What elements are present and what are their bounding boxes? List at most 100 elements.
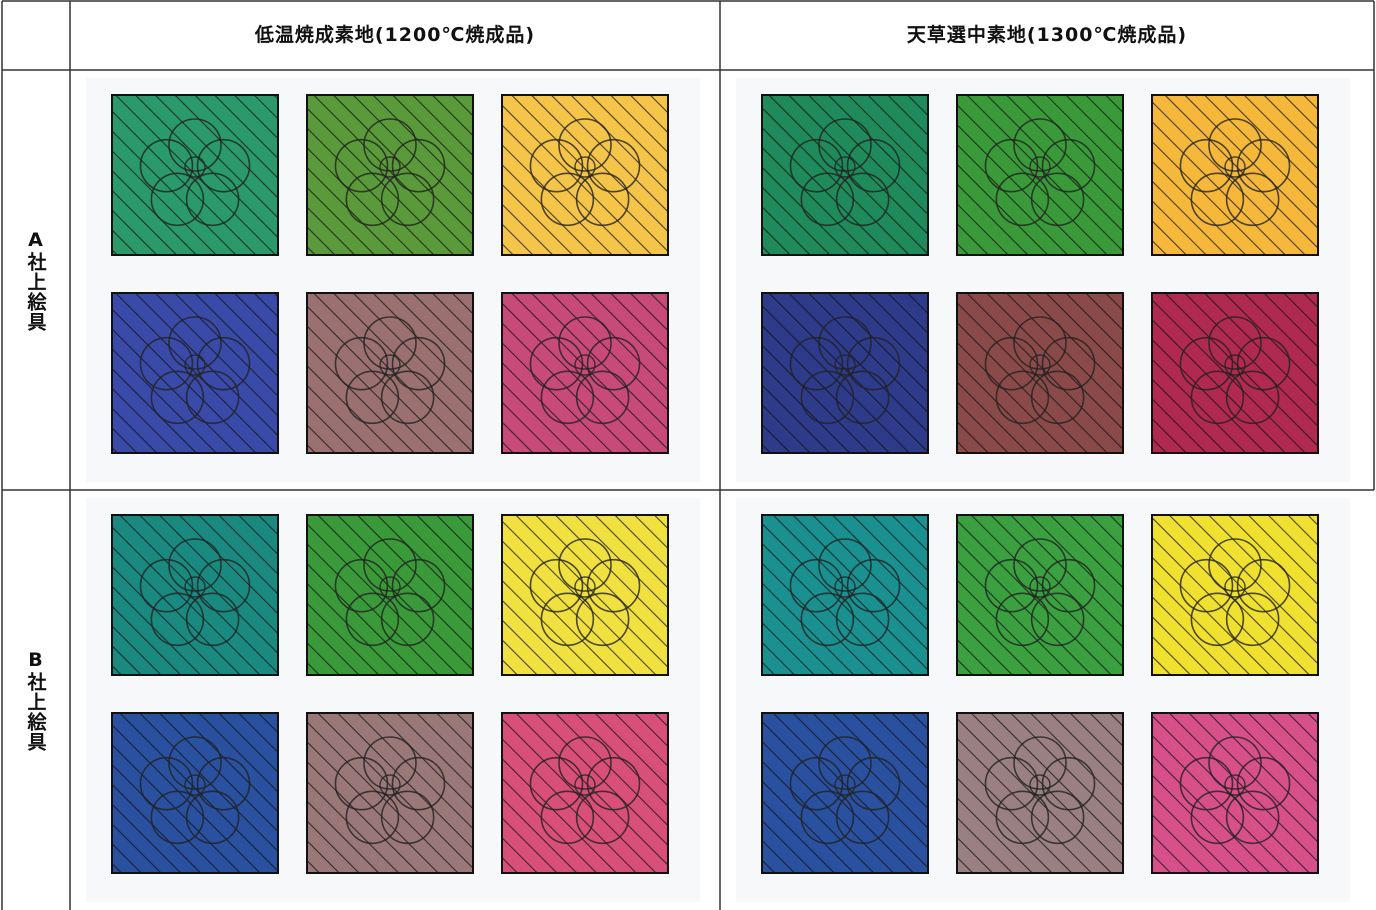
flower-petal: [846, 756, 901, 811]
flower-center: [1224, 774, 1246, 796]
tile-hatch: [1152, 95, 1318, 255]
tile-hatch: [112, 293, 278, 453]
flower-petal: [529, 558, 584, 613]
color-tile: [501, 514, 669, 676]
color-tile: [1151, 712, 1319, 874]
flower-petal: [334, 558, 389, 613]
flower-petal: [835, 370, 890, 425]
tile-hatch: [502, 293, 668, 453]
flower-petal: [150, 172, 205, 227]
flower-petal: [1225, 592, 1280, 647]
flower-petal: [800, 592, 855, 647]
flower-center: [1224, 156, 1246, 178]
flower-petal: [1013, 316, 1067, 370]
flower-petal: [1225, 172, 1280, 227]
color-tile: [761, 514, 929, 676]
flower-center: [1029, 354, 1051, 376]
flower-petal: [196, 558, 251, 613]
tile-border: [956, 514, 1124, 676]
tile-border: [761, 94, 929, 256]
flower-petal: [540, 370, 595, 425]
flower-petal: [1190, 172, 1245, 227]
tile-border: [306, 514, 474, 676]
flower-petal: [168, 316, 222, 370]
flower-petal: [1041, 336, 1096, 391]
flower-petal: [334, 336, 389, 391]
flower-petal: [586, 336, 641, 391]
flower-petal: [1179, 558, 1234, 613]
tile-border: [306, 292, 474, 454]
tile-border: [501, 514, 669, 676]
flower-petal: [1225, 790, 1280, 845]
tile-border: [111, 94, 279, 256]
tile-hatch: [762, 515, 928, 675]
flower-petal: [846, 336, 901, 391]
flower-petal: [1179, 756, 1234, 811]
flower-petal: [540, 172, 595, 227]
flower-petal: [1208, 118, 1262, 172]
tile-hatch: [957, 95, 1123, 255]
tile-border: [306, 94, 474, 256]
flower-center: [834, 156, 856, 178]
color-tile: [111, 94, 279, 256]
flower-petal: [1013, 118, 1067, 172]
tile-border: [1151, 712, 1319, 874]
column-header: 天草選中素地(1300℃焼成品): [906, 24, 1188, 46]
flower-petal: [818, 316, 872, 370]
flower-petal: [345, 592, 400, 647]
flower-petal: [380, 172, 435, 227]
color-tile: [306, 514, 474, 676]
tile-border: [501, 712, 669, 874]
tile-hatch: [762, 95, 928, 255]
tile-border: [501, 292, 669, 454]
flower-petal: [818, 538, 872, 592]
flower-petal: [1013, 538, 1067, 592]
flower-center: [1029, 774, 1051, 796]
flower-center: [379, 774, 401, 796]
flower-petal: [1236, 756, 1291, 811]
flower-center: [574, 156, 596, 178]
flower-petal: [1041, 558, 1096, 613]
flower-petal: [846, 138, 901, 193]
flower-petal: [168, 538, 222, 592]
tile-hatch: [502, 713, 668, 873]
flower-petal: [846, 558, 901, 613]
flower-petal: [1225, 370, 1280, 425]
tile-border: [956, 94, 1124, 256]
flower-petal: [380, 790, 435, 845]
flower-petal: [334, 756, 389, 811]
tile-hatch: [1152, 293, 1318, 453]
flower-center: [1029, 576, 1051, 598]
flower-petal: [586, 558, 641, 613]
flower-petal: [345, 172, 400, 227]
flower-center: [379, 354, 401, 376]
flower-petal: [818, 118, 872, 172]
flower-petal: [1190, 592, 1245, 647]
color-tile: [501, 712, 669, 874]
flower-petal: [185, 172, 240, 227]
flower-petal: [529, 756, 584, 811]
tile-hatch: [307, 515, 473, 675]
flower-petal: [1041, 138, 1096, 193]
flower-petal: [1041, 756, 1096, 811]
flower-petal: [185, 592, 240, 647]
tile-border: [111, 712, 279, 874]
tile-hatch: [307, 293, 473, 453]
color-tile: [761, 292, 929, 454]
flower-petal: [835, 790, 890, 845]
flower-petal: [984, 138, 1039, 193]
flower-petal: [139, 138, 194, 193]
tile-hatch: [112, 515, 278, 675]
color-tile: [111, 712, 279, 874]
flower-petal: [800, 790, 855, 845]
flower-petal: [1236, 336, 1291, 391]
color-tile: [1151, 514, 1319, 676]
tile-hatch: [307, 713, 473, 873]
flower-petal: [540, 790, 595, 845]
tile-hatch: [957, 293, 1123, 453]
flower-petal: [363, 538, 417, 592]
flower-petal: [1030, 370, 1085, 425]
tile-border: [956, 292, 1124, 454]
